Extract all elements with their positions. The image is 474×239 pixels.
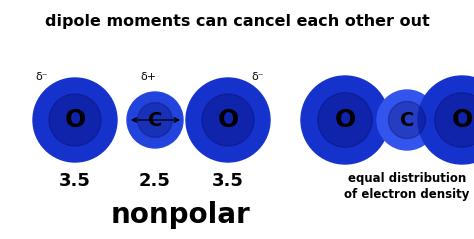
Text: δ⁻: δ⁻: [36, 72, 48, 82]
Circle shape: [377, 90, 437, 150]
Circle shape: [301, 76, 389, 164]
Circle shape: [186, 78, 270, 162]
Text: δ+: δ+: [140, 72, 156, 82]
Text: O: O: [64, 108, 86, 132]
Text: O: O: [334, 108, 356, 132]
Text: 3.5: 3.5: [59, 172, 91, 190]
Circle shape: [127, 92, 183, 148]
Circle shape: [418, 76, 474, 164]
Text: 2.5: 2.5: [139, 172, 171, 190]
Text: equal distribution
of electron density: equal distribution of electron density: [344, 172, 470, 201]
Circle shape: [318, 93, 372, 147]
Circle shape: [202, 94, 254, 146]
Circle shape: [388, 101, 426, 139]
Text: dipole moments can cancel each other out: dipole moments can cancel each other out: [45, 14, 429, 29]
Text: δ⁻: δ⁻: [252, 72, 264, 82]
Circle shape: [49, 94, 101, 146]
Text: C: C: [148, 110, 162, 130]
Circle shape: [435, 93, 474, 147]
Text: O: O: [218, 108, 238, 132]
Text: O: O: [451, 108, 473, 132]
Text: nonpolar: nonpolar: [110, 201, 250, 229]
Circle shape: [137, 103, 173, 137]
Text: 3.5: 3.5: [212, 172, 244, 190]
Circle shape: [33, 78, 117, 162]
Text: C: C: [400, 110, 414, 130]
